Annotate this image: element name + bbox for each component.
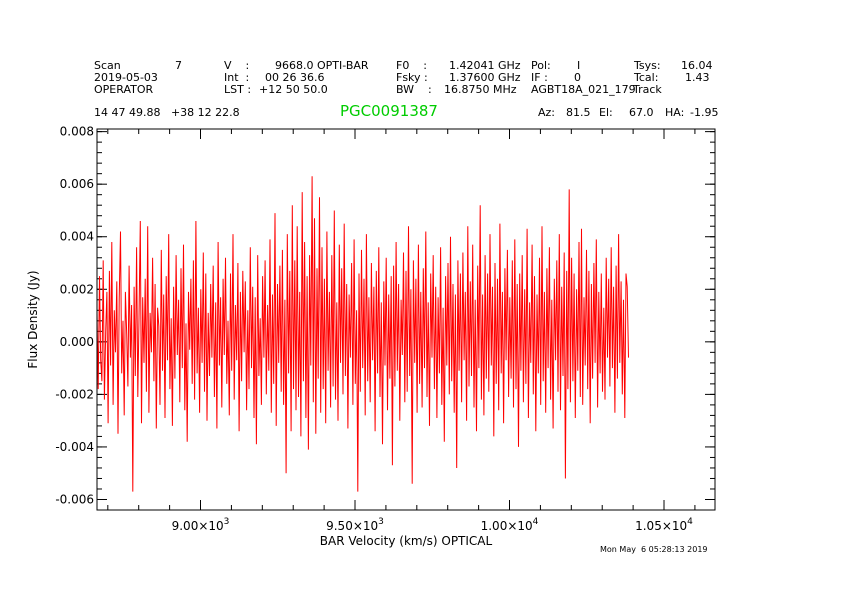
y-tick-label: 0.004 [60, 230, 94, 244]
header-ha-label: HA: [665, 106, 685, 119]
y-tick-label: -0.004 [55, 440, 94, 454]
header-ha-value: -1.95 [690, 106, 719, 119]
x-tick-labels: 9.00×103 9.50×103 1.00×104 1.05×104 [172, 517, 694, 533]
header-if-value: 0 [574, 71, 581, 84]
y-tick-label: 0.006 [60, 177, 94, 191]
header-int-value: 00 26 36.6 [265, 71, 325, 84]
x-axis-title: BAR Velocity (km/s) OPTICAL [320, 534, 493, 548]
y-axis-title: Flux Density (Jy) [26, 270, 40, 368]
header-el-value: 67.0 [629, 106, 654, 119]
y-tick-label: 0.008 [60, 125, 94, 139]
y-tick-labels: -0.006 -0.004 -0.002 0.000 0.002 0.004 0.006 0.… [55, 125, 94, 507]
header-lst-label: LST : [224, 83, 252, 96]
header-source-name: PGC0091387 [340, 102, 438, 120]
header-bw-value: 16.8750 MHz [444, 83, 517, 96]
header-f0-value: 1.42041 GHz [449, 59, 521, 72]
header-v-value: 9668.0 OPTI-BAR [275, 59, 369, 72]
header-scan-label: Scan [94, 59, 121, 72]
header-az-label: Az: [538, 106, 556, 119]
header-project: AGBT18A_021_179 [531, 83, 636, 96]
header-el-label: El: [599, 106, 613, 119]
y-tick-label: 0.002 [60, 282, 94, 296]
header-v-label: V : [224, 59, 250, 72]
x-tick-label: 9.00×103 [172, 517, 230, 533]
y-tick-label: 0.000 [60, 335, 94, 349]
header-pol-label: Pol: [531, 59, 551, 72]
x-tick-label: 9.50×103 [326, 517, 384, 533]
header-tcal-value: 1.43 [685, 71, 710, 84]
axis-ticks [97, 129, 715, 511]
plot-frame [96, 128, 716, 511]
x-tick-label: 1.05×104 [635, 517, 693, 533]
header-fsky-value: 1.37600 GHz [449, 71, 521, 84]
header-fsky-label: Fsky : [396, 71, 428, 84]
header-operator: OPERATOR [94, 83, 154, 96]
header-int-label: Int : [224, 71, 250, 84]
y-tick-label: -0.002 [55, 387, 94, 401]
header-date: 2019-05-03 [94, 71, 158, 84]
plot-data [96, 176, 629, 492]
header-coords: 14 47 49.88 +38 12 22.8 [94, 106, 240, 119]
header-scan-value: 7 [175, 59, 182, 72]
spectrum-line [96, 176, 629, 492]
x-tick-label: 1.00×104 [481, 517, 539, 533]
header-track: Track [633, 83, 662, 96]
header-f0-label: F0 : [396, 59, 428, 72]
header-tsys-label: Tsys: [634, 59, 661, 72]
y-tick-label: -0.006 [55, 492, 94, 506]
header-bw-label: BW : [396, 83, 432, 96]
header-tcal-label: Tcal: [634, 71, 659, 84]
footer-timestamp: Mon May 6 05:28:13 2019 [600, 545, 708, 554]
header-pol-value: I [577, 59, 581, 72]
header-lst-value: +12 50 50.0 [259, 83, 328, 96]
header-if-label: IF : [531, 71, 548, 84]
header-tsys-value: 16.04 [681, 59, 713, 72]
header-az-value: 81.5 [566, 106, 591, 119]
